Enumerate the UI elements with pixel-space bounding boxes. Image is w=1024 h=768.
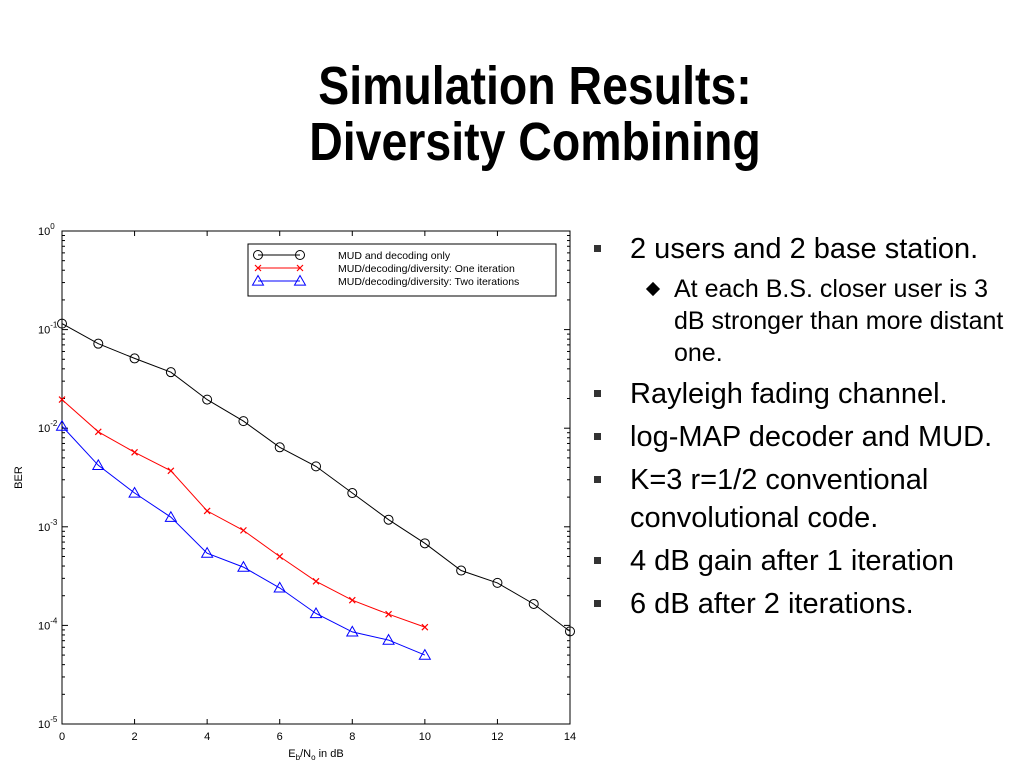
- y-tick-exponent: -3: [50, 518, 58, 527]
- legend-label: MUD/decoding/diversity: Two iterations: [338, 276, 519, 288]
- data-point: [309, 607, 323, 619]
- slide-title-line1: Simulation Results:: [318, 56, 752, 116]
- y-tick-exponent: 0: [50, 222, 55, 231]
- data-point: [347, 488, 358, 499]
- legend-box: [247, 243, 557, 297]
- plot-frame: [61, 230, 571, 725]
- data-point: [240, 526, 247, 534]
- ber-chart: 0 2 4 6 8 10 12 14 100 10-1 10-2 10-3 10-4 10-5 Eb/No …: [13, 222, 576, 762]
- data-point: [167, 467, 175, 475]
- x-axis-label: Eb/No in dB: [288, 748, 343, 762]
- data-point: [419, 538, 430, 549]
- x-tick-label: 0: [59, 731, 65, 743]
- y-tick-exponent: -4: [50, 616, 58, 625]
- data-point: [273, 581, 287, 593]
- legend-label: MUD/decoding/diversity: One iteration: [338, 263, 515, 275]
- data-point: [421, 623, 429, 631]
- legend-marker: [295, 250, 305, 260]
- data-point: [129, 353, 140, 364]
- data-point: [202, 394, 213, 405]
- x-label-subscript: o: [311, 753, 316, 762]
- legend-marker: [293, 274, 307, 286]
- data-point: [203, 507, 211, 515]
- data-point: [385, 610, 392, 618]
- series-line: [61, 425, 426, 656]
- series-line: [61, 323, 571, 632]
- series-3: [55, 419, 432, 660]
- diamond-bullet-icon: [645, 281, 661, 297]
- sub-bullet-text: At each B.S. closer user is 3 dB stronge…: [674, 275, 1004, 367]
- data-point: [57, 318, 67, 329]
- x-tick-label: 2: [132, 731, 138, 743]
- y-tick-label: 10-5: [38, 715, 58, 731]
- data-point: [565, 626, 575, 637]
- legend-marker: [254, 264, 262, 272]
- y-tick-label: 10-3: [38, 518, 58, 534]
- data-point: [55, 419, 69, 431]
- legend-marker: [251, 274, 265, 286]
- x-label-part: E: [288, 748, 295, 760]
- x-label-subscript: b: [296, 753, 301, 762]
- bullet-item: 6 dB after 2 iterations.: [592, 585, 1022, 623]
- slide-title-line2: Diversity Combining: [309, 112, 761, 172]
- y-tick-exponent: -2: [50, 419, 58, 428]
- x-tick-label: 6: [277, 731, 283, 743]
- series-1: [57, 318, 575, 637]
- bullet-item: Rayleigh fading channel.: [592, 375, 1022, 413]
- data-point: [165, 367, 176, 378]
- y-tick-exponent: -1: [50, 321, 58, 330]
- legend-marker: [296, 264, 304, 272]
- y-tick-exponent: -5: [50, 715, 58, 724]
- data-point: [91, 458, 105, 470]
- data-point: [311, 461, 321, 472]
- legend-entry: MUD/decoding/diversity: Two iterations: [251, 274, 519, 288]
- data-point: [418, 648, 432, 660]
- data-point: [492, 577, 503, 588]
- bullet-item: 4 dB gain after 1 iteration: [592, 542, 1022, 580]
- x-tick-label: 14: [564, 731, 576, 743]
- legend-entry: MUD/decoding/diversity: One iteration: [254, 263, 515, 275]
- x-tick-label: 12: [491, 731, 503, 743]
- data-point: [274, 442, 285, 453]
- data-point: [237, 560, 250, 572]
- data-point: [345, 625, 359, 637]
- y-tick-label: 100: [38, 222, 55, 238]
- data-point: [164, 510, 178, 522]
- bullet-item: 2 users and 2 base station.: [592, 230, 1022, 268]
- series-line: [61, 399, 426, 628]
- data-point: [93, 338, 104, 349]
- data-point: [128, 486, 141, 498]
- x-tick-label: 4: [204, 731, 210, 743]
- data-point: [58, 396, 66, 404]
- slide-title: Simulation Results: Diversity Combining: [260, 58, 810, 170]
- x-tick-label: 8: [349, 731, 355, 743]
- data-point: [383, 514, 394, 525]
- data-point: [200, 546, 214, 558]
- legend-entry: MUD and decoding only: [253, 250, 451, 262]
- data-point: [131, 448, 138, 456]
- sub-bullet-item: At each B.S. closer user is 3 dB stronge…: [592, 273, 1022, 369]
- data-point: [312, 577, 320, 585]
- legend-marker: [253, 250, 263, 260]
- data-point: [94, 428, 102, 436]
- data-point: [348, 596, 356, 604]
- y-tick-label: 10-4: [38, 616, 58, 632]
- data-point: [456, 565, 467, 576]
- y-tick-label: 10-2: [38, 419, 58, 435]
- legend-label: MUD and decoding only: [338, 250, 451, 262]
- bullet-item: K=3 r=1/2 conventional convolutional cod…: [592, 461, 1022, 537]
- x-label-part: in dB: [316, 748, 344, 760]
- x-tick-label: 10: [419, 731, 431, 743]
- data-point: [276, 553, 284, 560]
- chart-legend: MUD and decoding onlyMUD/decoding/divers…: [247, 243, 557, 297]
- x-label-part: /N: [300, 748, 311, 760]
- bullet-list: 2 users and 2 base station. At each B.S.…: [592, 230, 1022, 628]
- bullet-item: log-MAP decoder and MUD.: [592, 418, 1022, 456]
- data-point: [382, 633, 395, 645]
- y-tick-label: 10-1: [38, 321, 58, 337]
- y-axis-label: BER: [13, 466, 25, 489]
- data-point: [528, 598, 539, 609]
- data-point: [238, 416, 249, 427]
- series-2: [58, 396, 429, 631]
